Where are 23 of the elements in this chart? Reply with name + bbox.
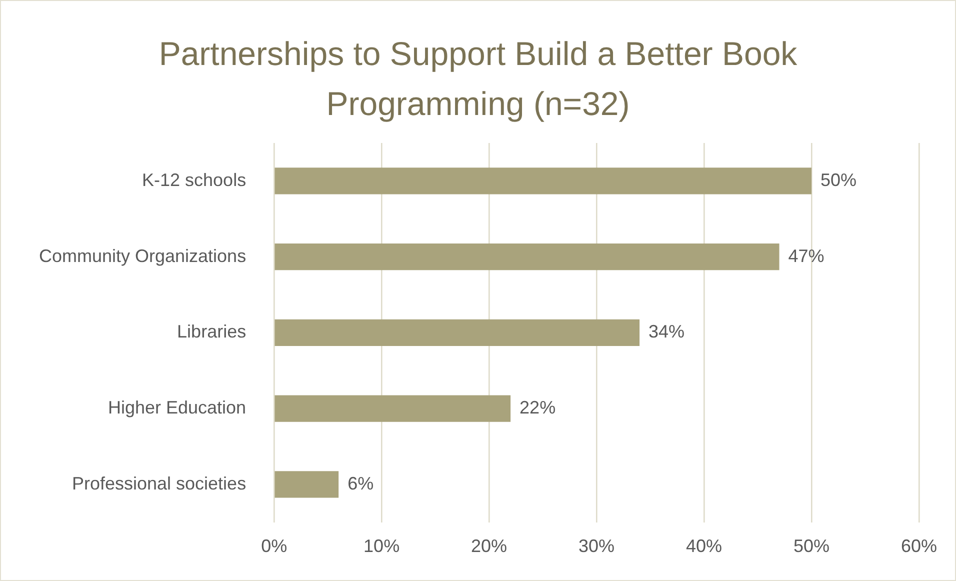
- bar: [274, 168, 812, 194]
- bar: [274, 471, 339, 498]
- data-label: 50%: [820, 170, 857, 190]
- bar: [274, 395, 511, 422]
- x-tick-label: 10%: [364, 536, 400, 556]
- y-tick-label: Libraries: [177, 322, 246, 342]
- y-tick-label: Higher Education: [108, 398, 246, 418]
- x-tick-label: 20%: [471, 536, 508, 556]
- data-label: 22%: [520, 398, 556, 418]
- bar: [274, 244, 780, 270]
- y-tick-label: Community Organizations: [38, 246, 246, 266]
- x-tick-label: 50%: [794, 536, 830, 556]
- x-tick-label: 60%: [900, 536, 938, 556]
- x-tick-label: 40%: [686, 536, 722, 556]
- data-label: 34%: [648, 322, 685, 342]
- bar: [274, 319, 640, 346]
- data-label: 47%: [788, 246, 824, 266]
- x-tick-label: 0%: [261, 536, 288, 556]
- chart-title: Partnerships to Support Build a Better Book Programming (n=32): [158, 34, 798, 124]
- y-tick-label: K-12 schools: [142, 170, 246, 190]
- data-label: 6%: [348, 473, 374, 494]
- x-tick-label: 30%: [578, 536, 615, 556]
- y-tick-label: Professional societies: [72, 473, 246, 494]
